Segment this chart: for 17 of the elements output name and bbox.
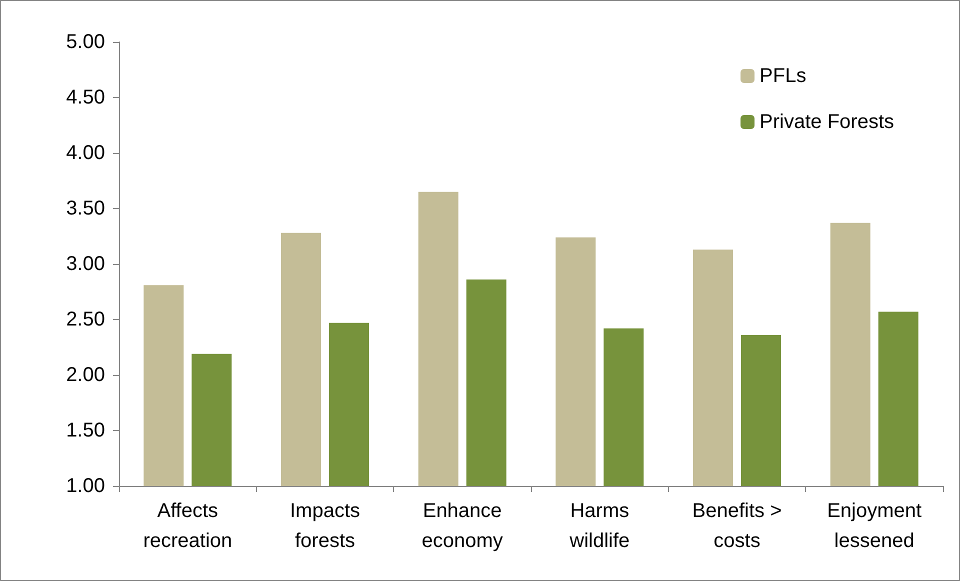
x-tick-label: Enjoyment lessened — [827, 500, 922, 552]
y-tick-label: 5.00 — [66, 31, 105, 53]
x-tick-label: Affects recreation — [143, 500, 232, 552]
x-tick-label: Impacts forests — [290, 500, 360, 552]
y-tick-label: 2.50 — [66, 308, 105, 330]
x-tick-label: Benefits > costs — [692, 500, 782, 552]
x-tick-label: Harms wildlife — [568, 500, 630, 552]
legend-label: PFLs — [760, 65, 806, 87]
y-tick-label: 1.00 — [66, 475, 105, 497]
y-tick-label: 1.50 — [66, 420, 105, 442]
y-tick-label: 2.00 — [66, 364, 105, 386]
y-tick-label: 3.00 — [66, 253, 105, 275]
y-tick-label: 4.50 — [66, 86, 105, 108]
y-tick-label: 3.50 — [66, 198, 105, 220]
y-tick-label: 4.00 — [66, 142, 105, 164]
x-tick-label: Enhance economy — [422, 500, 503, 552]
legend-label: Private Forests — [760, 111, 894, 133]
